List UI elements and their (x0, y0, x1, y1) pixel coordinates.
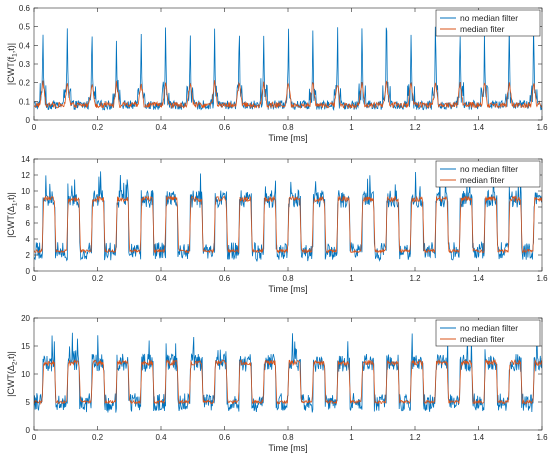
y-tick-label: 0.3 (19, 60, 31, 69)
y-tick-label: 8 (26, 203, 31, 212)
y-axis-label-tail: ,t)| (6, 192, 16, 202)
legend-entry-label: no median filter (460, 13, 518, 23)
y-tick-label: 6 (26, 219, 31, 228)
legend-box (435, 160, 541, 188)
x-tick-label: 0.2 (92, 433, 104, 442)
series-line-median-filter (34, 80, 542, 110)
x-tick-label: 0.6 (219, 123, 231, 132)
subplot-2: 0 0.2 0.4 0.6 0.8 1 1.2 1.4 1.6 0 2 4 6 8 10 12 14 Time [… (6, 155, 548, 294)
x-tick-label: 1.2 (409, 123, 421, 132)
y-tick-label: 10 (21, 370, 30, 379)
y-tick-label: 0 (26, 116, 31, 125)
x-axis-label: Time [ms] (268, 133, 307, 143)
y-axis-label-main: |CWT(Δ (6, 365, 16, 397)
x-tick-label: 0.2 (92, 274, 104, 283)
y-tick-label: 20 (21, 314, 30, 323)
x-tick-label: 1.6 (536, 274, 548, 283)
y-tick-label: 0.6 (19, 4, 31, 13)
y-tick-label: 0.2 (19, 79, 31, 88)
y-axis-label: |CWT(f1,t)| (6, 43, 19, 85)
y-tick-label: 0 (26, 426, 31, 435)
y-axis-label-subscript: 2 (12, 361, 19, 365)
y-tick-label: 0.5 (19, 23, 31, 32)
x-tick-label: 1.4 (473, 123, 485, 132)
x-tick-label: 1.2 (409, 433, 421, 442)
y-axis-label-subscript: 1 (12, 202, 19, 206)
x-tick-label: 1 (349, 274, 354, 283)
x-tick-label: 0 (32, 123, 37, 132)
x-axis-label: Time [ms] (268, 284, 307, 294)
legend-box (435, 319, 541, 347)
x-tick-label: 0.6 (219, 433, 231, 442)
y-tick-label: 0 (26, 267, 31, 276)
y-axis-label: |CWT(Δ2,t)| (6, 351, 19, 397)
series-line-median-filter (34, 358, 542, 406)
x-tick-label: 0 (32, 274, 37, 283)
y-axis-label-tail: ,t)| (6, 351, 16, 361)
series-line-median-filter (34, 194, 542, 254)
y-tick-label: 15 (21, 342, 30, 351)
y-tick-label: 5 (26, 398, 31, 407)
x-tick-label: 1 (349, 433, 354, 442)
legend-entry-label: median fiter (460, 175, 505, 185)
y-tick-label: 0.1 (19, 97, 31, 106)
y-tick-label: 14 (21, 155, 30, 164)
legend-box (435, 9, 541, 37)
x-tick-label: 0.2 (92, 123, 104, 132)
x-tick-label: 0.8 (282, 433, 294, 442)
y-axis-label-subscript: 1 (12, 53, 19, 57)
x-tick-label: 0.4 (155, 274, 167, 283)
x-tick-label: 1.4 (473, 274, 485, 283)
subplot-3: 0 0.2 0.4 0.6 0.8 1 1.2 1.4 1.6 0 5 10 15 20 Time [ms]… (6, 314, 548, 453)
y-axis-label-main: |CWT(f (6, 56, 16, 85)
x-tick-label: 1.6 (536, 433, 548, 442)
x-tick-label: 1.6 (536, 123, 548, 132)
subplot-1: 0 0.2 0.4 0.6 0.8 1 1.2 1.4 1.6 0 0.1 0.2 0.3 0.4 0.5 0… (6, 4, 548, 143)
y-axis-label-main: |CWT(Δ (6, 206, 16, 238)
x-tick-label: 0.4 (155, 123, 167, 132)
x-tick-label: 0.8 (282, 274, 294, 283)
x-tick-label: 1.2 (409, 274, 421, 283)
legend-entry-label: median fiter (460, 24, 505, 34)
x-tick-label: 0.4 (155, 433, 167, 442)
y-tick-label: 4 (26, 235, 31, 244)
y-axis-label-tail: ,t)| (6, 43, 16, 53)
x-tick-label: 0.8 (282, 123, 294, 132)
y-tick-label: 2 (26, 251, 31, 260)
x-tick-label: 0 (32, 433, 37, 442)
x-tick-label: 1.4 (473, 433, 485, 442)
y-axis-label: |CWT(Δ1,t)| (6, 192, 19, 238)
legend-entry-label: no median filter (460, 164, 518, 174)
legend-entry-label: no median filter (460, 323, 518, 333)
y-tick-label: 10 (21, 187, 30, 196)
legend-entry-label: median fiter (460, 334, 505, 344)
x-tick-label: 1 (349, 123, 354, 132)
x-axis-label: Time [ms] (268, 443, 307, 453)
y-tick-label: 0.4 (19, 41, 31, 50)
x-tick-label: 0.6 (219, 274, 231, 283)
y-tick-label: 12 (21, 171, 30, 180)
